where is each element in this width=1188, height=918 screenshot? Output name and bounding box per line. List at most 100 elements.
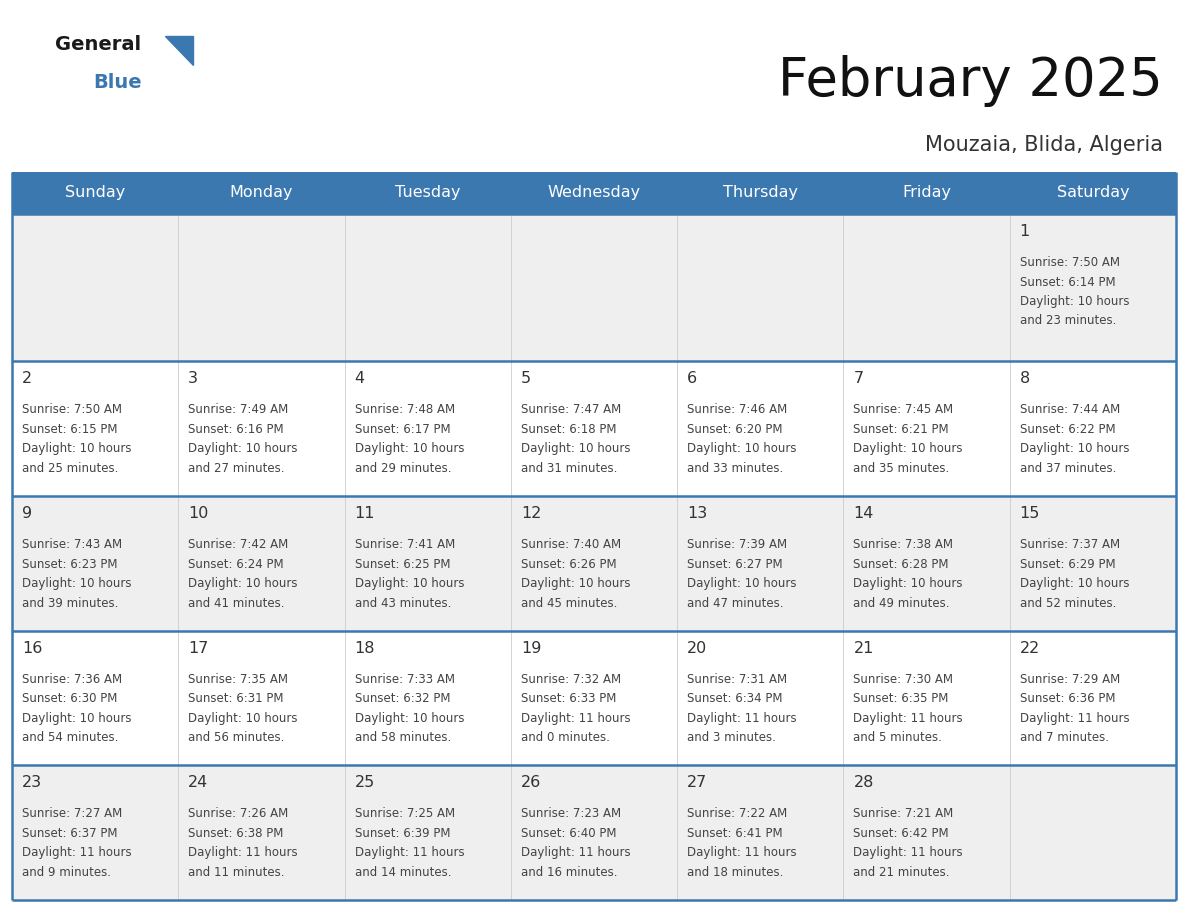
Text: and 27 minutes.: and 27 minutes. xyxy=(188,462,285,475)
Text: Sunrise: 7:25 AM: Sunrise: 7:25 AM xyxy=(354,807,455,821)
Text: Sunset: 6:16 PM: Sunset: 6:16 PM xyxy=(188,423,284,436)
Text: Daylight: 10 hours: Daylight: 10 hours xyxy=(1019,295,1130,308)
Text: Sunday: Sunday xyxy=(65,185,125,200)
Text: Sunset: 6:35 PM: Sunset: 6:35 PM xyxy=(853,692,949,705)
Text: Sunrise: 7:36 AM: Sunrise: 7:36 AM xyxy=(23,673,122,686)
Text: and 52 minutes.: and 52 minutes. xyxy=(1019,597,1116,610)
Text: and 56 minutes.: and 56 minutes. xyxy=(188,732,285,744)
Text: Sunset: 6:40 PM: Sunset: 6:40 PM xyxy=(520,827,617,840)
Bar xyxy=(12,172,1176,214)
Text: 11: 11 xyxy=(354,506,375,521)
Text: Sunset: 6:14 PM: Sunset: 6:14 PM xyxy=(1019,275,1116,288)
Text: Daylight: 11 hours: Daylight: 11 hours xyxy=(687,711,797,724)
Text: and 58 minutes.: and 58 minutes. xyxy=(354,732,450,744)
Text: 17: 17 xyxy=(188,641,209,655)
Text: Sunrise: 7:47 AM: Sunrise: 7:47 AM xyxy=(520,404,621,417)
Text: Sunset: 6:42 PM: Sunset: 6:42 PM xyxy=(853,827,949,840)
Text: and 18 minutes.: and 18 minutes. xyxy=(687,866,784,879)
Text: Sunset: 6:15 PM: Sunset: 6:15 PM xyxy=(23,423,118,436)
Text: Daylight: 10 hours: Daylight: 10 hours xyxy=(853,577,963,590)
Text: Sunrise: 7:42 AM: Sunrise: 7:42 AM xyxy=(188,538,289,551)
Text: 4: 4 xyxy=(354,372,365,386)
Text: 8: 8 xyxy=(1019,372,1030,386)
Text: and 0 minutes.: and 0 minutes. xyxy=(520,732,609,744)
Text: Sunrise: 7:23 AM: Sunrise: 7:23 AM xyxy=(520,807,621,821)
Text: Daylight: 10 hours: Daylight: 10 hours xyxy=(687,577,797,590)
Text: and 33 minutes.: and 33 minutes. xyxy=(687,462,783,475)
Text: Saturday: Saturday xyxy=(1056,185,1129,200)
Text: Sunset: 6:34 PM: Sunset: 6:34 PM xyxy=(687,692,783,705)
Text: Sunrise: 7:35 AM: Sunrise: 7:35 AM xyxy=(188,673,289,686)
Text: Daylight: 11 hours: Daylight: 11 hours xyxy=(853,846,963,859)
Text: Daylight: 11 hours: Daylight: 11 hours xyxy=(23,846,132,859)
Text: Sunset: 6:20 PM: Sunset: 6:20 PM xyxy=(687,423,783,436)
Text: Daylight: 11 hours: Daylight: 11 hours xyxy=(1019,711,1130,724)
Text: 21: 21 xyxy=(853,641,874,655)
Text: and 29 minutes.: and 29 minutes. xyxy=(354,462,451,475)
Text: February 2025: February 2025 xyxy=(778,55,1163,107)
Text: Daylight: 10 hours: Daylight: 10 hours xyxy=(354,442,465,455)
Text: Sunset: 6:18 PM: Sunset: 6:18 PM xyxy=(520,423,617,436)
Text: Daylight: 10 hours: Daylight: 10 hours xyxy=(23,577,132,590)
Text: and 14 minutes.: and 14 minutes. xyxy=(354,866,451,879)
Text: Thursday: Thursday xyxy=(722,185,798,200)
Text: 27: 27 xyxy=(687,776,707,790)
Text: Daylight: 10 hours: Daylight: 10 hours xyxy=(23,442,132,455)
Text: Daylight: 10 hours: Daylight: 10 hours xyxy=(23,711,132,724)
Text: Tuesday: Tuesday xyxy=(394,185,461,200)
Text: Sunrise: 7:21 AM: Sunrise: 7:21 AM xyxy=(853,807,954,821)
Text: Sunrise: 7:44 AM: Sunrise: 7:44 AM xyxy=(1019,404,1120,417)
Text: and 43 minutes.: and 43 minutes. xyxy=(354,597,451,610)
Text: and 39 minutes.: and 39 minutes. xyxy=(23,597,119,610)
Text: and 47 minutes.: and 47 minutes. xyxy=(687,597,784,610)
Text: and 23 minutes.: and 23 minutes. xyxy=(1019,315,1116,328)
Text: Daylight: 11 hours: Daylight: 11 hours xyxy=(188,846,298,859)
Text: Friday: Friday xyxy=(902,185,952,200)
Bar xyxy=(12,496,1176,631)
Text: Sunrise: 7:27 AM: Sunrise: 7:27 AM xyxy=(23,807,122,821)
Text: Sunrise: 7:33 AM: Sunrise: 7:33 AM xyxy=(354,673,455,686)
Text: Sunrise: 7:31 AM: Sunrise: 7:31 AM xyxy=(687,673,788,686)
Text: 9: 9 xyxy=(23,506,32,521)
Bar xyxy=(12,766,1176,900)
Text: Daylight: 10 hours: Daylight: 10 hours xyxy=(520,442,631,455)
Text: and 16 minutes.: and 16 minutes. xyxy=(520,866,618,879)
Bar xyxy=(12,214,1176,362)
Text: Sunrise: 7:41 AM: Sunrise: 7:41 AM xyxy=(354,538,455,551)
Text: Sunset: 6:17 PM: Sunset: 6:17 PM xyxy=(354,423,450,436)
Text: 5: 5 xyxy=(520,372,531,386)
Text: 14: 14 xyxy=(853,506,874,521)
Text: Daylight: 10 hours: Daylight: 10 hours xyxy=(853,442,963,455)
Bar xyxy=(12,362,1176,496)
Text: 22: 22 xyxy=(1019,641,1040,655)
Text: Daylight: 10 hours: Daylight: 10 hours xyxy=(354,711,465,724)
Text: Sunrise: 7:48 AM: Sunrise: 7:48 AM xyxy=(354,404,455,417)
Text: Daylight: 11 hours: Daylight: 11 hours xyxy=(687,846,797,859)
Text: Sunset: 6:22 PM: Sunset: 6:22 PM xyxy=(1019,423,1116,436)
Text: 3: 3 xyxy=(188,372,198,386)
Text: Sunrise: 7:22 AM: Sunrise: 7:22 AM xyxy=(687,807,788,821)
Text: Sunset: 6:23 PM: Sunset: 6:23 PM xyxy=(23,557,118,571)
Text: Sunset: 6:28 PM: Sunset: 6:28 PM xyxy=(853,557,949,571)
Text: and 41 minutes.: and 41 minutes. xyxy=(188,597,285,610)
Text: 1: 1 xyxy=(1019,224,1030,239)
Text: 18: 18 xyxy=(354,641,375,655)
Text: 16: 16 xyxy=(23,641,43,655)
Text: and 25 minutes.: and 25 minutes. xyxy=(23,462,119,475)
Text: Sunset: 6:27 PM: Sunset: 6:27 PM xyxy=(687,557,783,571)
Text: and 9 minutes.: and 9 minutes. xyxy=(23,866,110,879)
Text: Sunrise: 7:29 AM: Sunrise: 7:29 AM xyxy=(1019,673,1120,686)
Text: 7: 7 xyxy=(853,372,864,386)
Text: Daylight: 10 hours: Daylight: 10 hours xyxy=(520,577,631,590)
Text: Sunset: 6:21 PM: Sunset: 6:21 PM xyxy=(853,423,949,436)
Text: Sunrise: 7:37 AM: Sunrise: 7:37 AM xyxy=(1019,538,1120,551)
Text: Sunset: 6:36 PM: Sunset: 6:36 PM xyxy=(1019,692,1116,705)
Text: 19: 19 xyxy=(520,641,542,655)
Text: Daylight: 10 hours: Daylight: 10 hours xyxy=(188,442,298,455)
Text: Wednesday: Wednesday xyxy=(548,185,640,200)
Text: Sunrise: 7:50 AM: Sunrise: 7:50 AM xyxy=(23,404,122,417)
Text: Daylight: 11 hours: Daylight: 11 hours xyxy=(520,711,631,724)
Text: Sunset: 6:30 PM: Sunset: 6:30 PM xyxy=(23,692,118,705)
Text: 23: 23 xyxy=(23,776,42,790)
Text: Daylight: 11 hours: Daylight: 11 hours xyxy=(520,846,631,859)
